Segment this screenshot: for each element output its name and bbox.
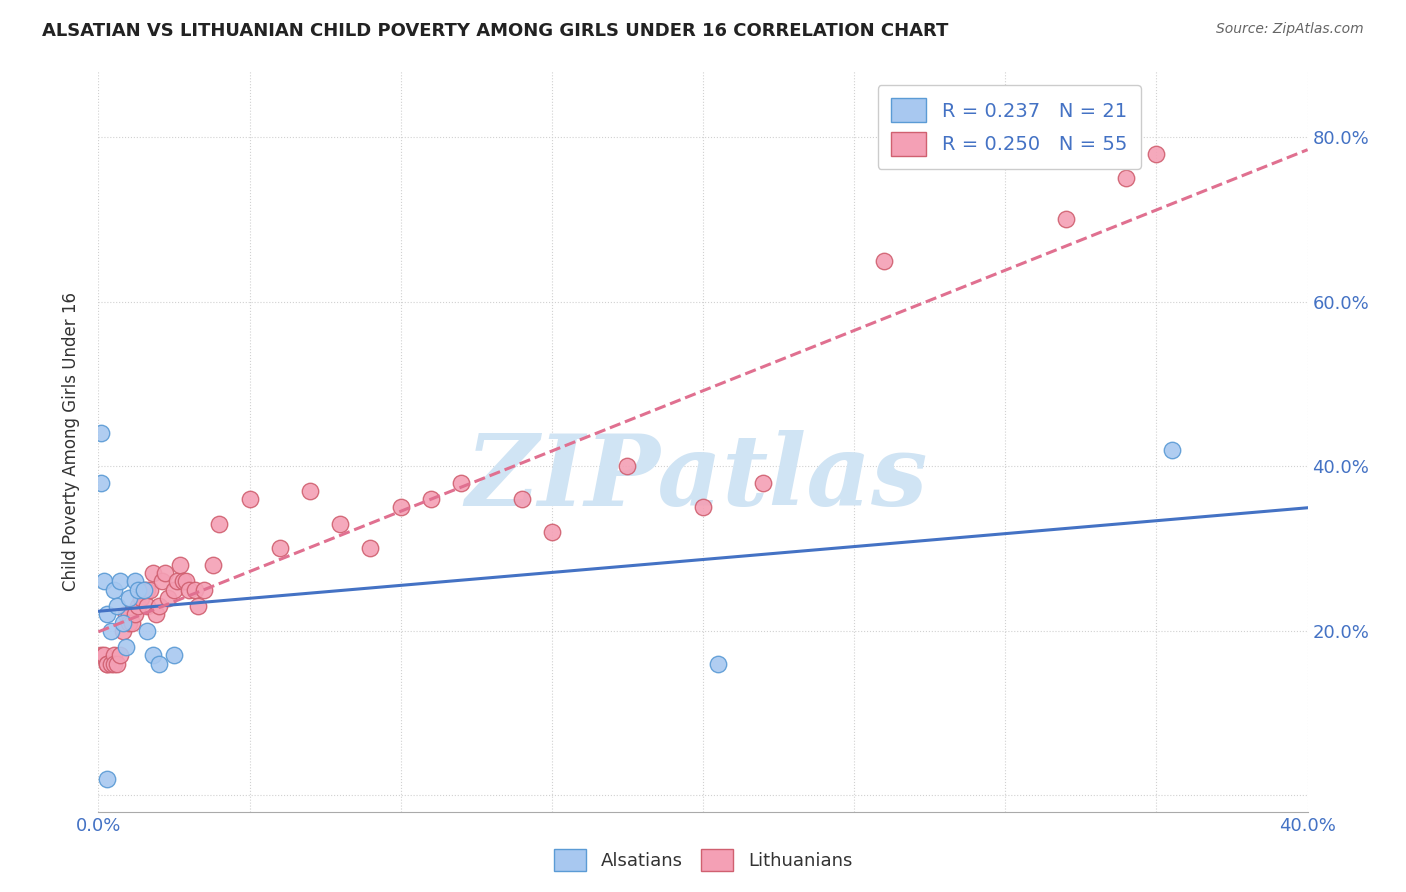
Point [145,607,167,622]
Point [103,582,125,597]
Point [752,475,775,490]
Legend: R = 0.237   N = 21, R = 0.250   N = 55: R = 0.237 N = 21, R = 0.250 N = 55 [877,85,1140,169]
Point [692,500,714,515]
Point [1144,146,1167,161]
Point [873,253,896,268]
Text: Source: ZipAtlas.com: Source: ZipAtlas.com [1216,22,1364,37]
Point [108,648,131,663]
Point [90,475,112,490]
Point [707,657,730,671]
Point [111,615,134,630]
Point [166,574,188,589]
Point [150,574,173,589]
Point [118,615,141,630]
Point [156,591,179,605]
Point [169,558,191,572]
Y-axis label: Child Poverty Among Girls Under 16: Child Poverty Among Girls Under 16 [62,292,80,591]
Point [111,624,134,638]
Point [148,657,170,671]
Point [121,615,143,630]
Point [239,492,262,507]
Point [96,657,118,671]
Legend: Alsatians, Lithuanians: Alsatians, Lithuanians [547,842,859,879]
Point [124,574,146,589]
Point [114,640,136,655]
Point [269,541,291,556]
Point [202,558,225,572]
Point [616,459,638,474]
Text: ZIPatlas: ZIPatlas [465,430,928,527]
Point [90,648,112,663]
Point [184,582,207,597]
Point [103,648,125,663]
Point [142,648,165,663]
Point [96,657,118,671]
Point [105,657,128,671]
Point [118,607,141,622]
Point [100,657,122,671]
Point [105,599,128,613]
Point [420,492,443,507]
Point [124,607,146,622]
Point [1115,171,1137,186]
Point [329,516,352,531]
Point [114,607,136,622]
Point [108,574,131,589]
Point [100,624,122,638]
Point [96,772,118,786]
Point [389,500,412,515]
Point [96,607,118,622]
Point [139,582,162,597]
Point [450,475,472,490]
Point [93,648,115,663]
Point [174,574,197,589]
Point [135,599,157,613]
Point [129,591,152,605]
Point [360,541,382,556]
Point [1160,442,1182,457]
Point [510,492,533,507]
Point [90,426,112,441]
Point [132,582,155,597]
Point [163,582,186,597]
Point [132,582,155,597]
Point [187,599,209,613]
Point [299,483,322,498]
Point [153,566,176,581]
Point [208,516,231,531]
Point [172,574,194,589]
Point [540,524,562,539]
Point [163,648,186,663]
Point [135,582,157,597]
Point [1054,212,1077,227]
Text: ALSATIAN VS LITHUANIAN CHILD POVERTY AMONG GIRLS UNDER 16 CORRELATION CHART: ALSATIAN VS LITHUANIAN CHILD POVERTY AMO… [42,22,949,40]
Point [148,599,170,613]
Point [135,624,157,638]
Point [142,566,165,581]
Point [93,574,115,589]
Point [127,599,149,613]
Point [193,582,215,597]
Point [179,582,201,597]
Point [118,591,141,605]
Point [103,657,125,671]
Point [127,582,149,597]
